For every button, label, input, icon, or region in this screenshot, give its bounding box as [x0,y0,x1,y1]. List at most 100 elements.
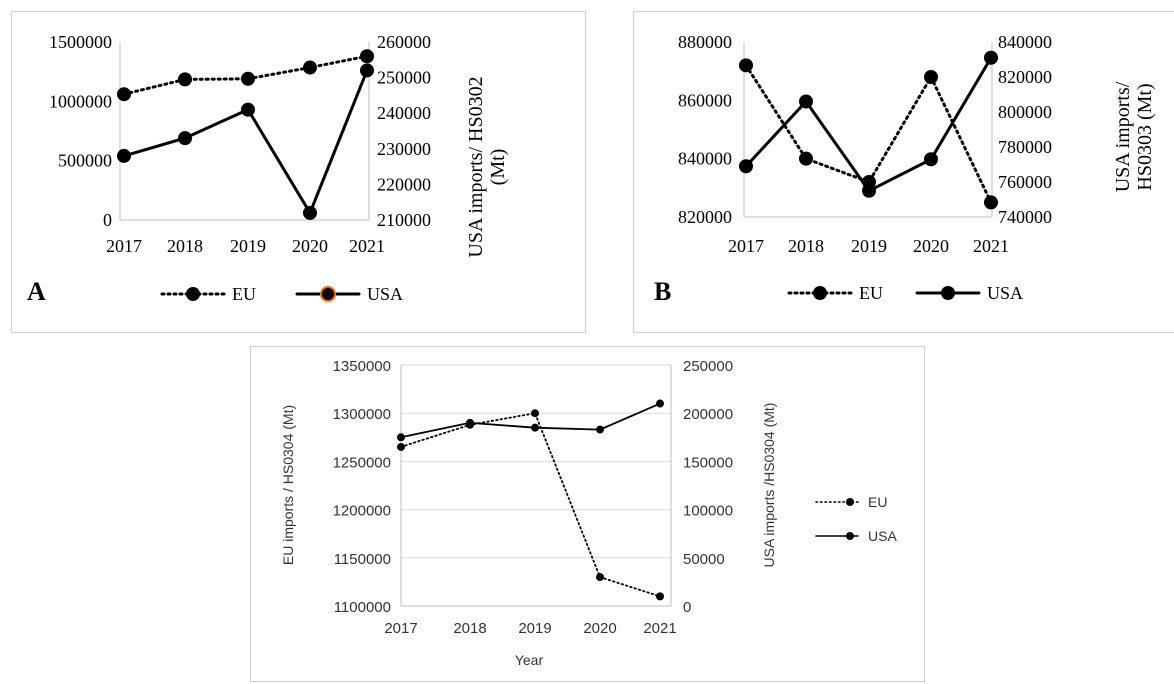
right-tick-label: 820000 [998,67,1052,87]
left-tick-label: 1150000 [334,551,391,568]
series-line-eu [744,63,993,204]
data-point-usa [656,399,664,408]
right-tick-label: 740000 [998,207,1052,227]
x-tick-label: 2018 [167,236,203,256]
left-tick-label: 860000 [678,90,732,110]
legend-marker-usa [846,532,854,540]
left-tick-label: 1350000 [333,358,391,375]
data-point-usa [862,183,876,198]
legend-marker-usa [941,286,955,300]
x-tick-label: 2017 [106,236,142,256]
x-tick-label: 2020 [913,236,949,256]
chart-b-svg: 820000 840000 860000 880000 740000 760000 7800… [654,32,1156,306]
x-tick-label: 2021 [643,620,676,637]
panel-letter: B [654,277,671,306]
left-tick-label: 1200000 [333,503,391,520]
legend-marker-eu [186,287,200,301]
legend-label-eu: EU [859,283,883,303]
data-point-eu [924,70,938,84]
legend-label-usa: USA [367,284,403,304]
right-tick-label: 250000 [377,68,431,88]
data-point-usa [397,433,405,442]
right-tick-label: 50000 [683,551,725,568]
left-tick-label: 840000 [678,149,732,169]
right-tick-label: 840000 [998,32,1052,52]
data-point-eu [799,151,813,166]
left-tick-label: 1300000 [333,406,391,423]
x-tick-label: 2021 [973,236,1009,256]
right-tick-label: 800000 [998,102,1052,122]
right-tick-label: 100000 [683,503,733,520]
legend-label-eu: EU [232,284,256,304]
legend-marker-eu [813,286,827,300]
data-point-usa [924,152,938,167]
data-point-eu [303,60,317,75]
x-tick-label: 2017 [728,236,764,256]
x-tick-label: 2019 [230,236,266,256]
data-point-usa [531,423,539,432]
right-tick-label: 250000 [683,358,733,375]
x-tick-label: 2018 [453,620,486,637]
x-tick-label: 2019 [851,236,887,256]
legend-label-usa: USA [987,283,1023,303]
data-point-eu [360,49,374,64]
right-tick-label: 200000 [683,406,733,423]
right-tick-label: 760000 [998,172,1052,192]
data-point-usa [360,63,374,78]
data-point-usa [466,418,474,427]
data-point-eu [117,87,131,102]
chart-panel-a: 0 500000 1000000 1500000 210000 220000 230000 2… [11,11,586,333]
left-tick-label: 820000 [678,207,732,227]
right-tick-label: 0 [683,599,691,616]
left-tick-label: 1000000 [49,91,112,111]
right-tick-label: 780000 [998,137,1052,157]
data-point-eu [739,58,753,73]
right-tick-label: 150000 [683,454,733,471]
legend-label-usa: USA [868,528,897,544]
chart-c-svg: 1100000 1150000 1200000 1250000 1300000 13500… [280,358,897,668]
legend-marker-usa [320,286,336,302]
right-tick-label: 210000 [377,210,431,230]
left-tick-label: 500000 [58,151,112,171]
x-tick-label: 2017 [384,620,417,637]
data-point-usa [241,102,255,117]
right-tick-label: 240000 [377,103,431,123]
right-axis-title-line: (Mt) [487,149,509,186]
data-point-eu [596,573,604,582]
left-axis-title: EU imports / HS0304 (Mt) [280,405,296,565]
right-axis-title: USA imports /HS0304 (Mt) [761,403,777,568]
data-point-usa [117,148,131,163]
data-point-eu [984,195,998,210]
left-tick-label: 1500000 [49,32,112,52]
data-point-usa [178,131,192,146]
data-point-usa [799,94,813,109]
right-axis-title: USA imports/HS0303 (Mt) [1112,81,1156,192]
data-point-eu [241,71,255,86]
x-tick-label: 2021 [349,236,385,256]
right-tick-label: 230000 [377,139,431,159]
left-tick-label: 1250000 [333,454,391,471]
right-tick-label: 260000 [377,32,431,52]
data-point-eu [178,72,192,87]
x-tick-label: 2020 [292,236,328,256]
data-point-eu [531,409,539,418]
chart-a-svg: 0 500000 1000000 1500000 210000 220000 230000 2… [27,32,509,306]
chart-panel-b: 820000 840000 860000 880000 740000 760000 7800… [633,11,1174,333]
series-line-usa [400,402,661,439]
right-axis-title-line: USA imports/ HS0302 [465,76,487,257]
x-tick-label: 2019 [518,620,551,637]
data-point-usa [303,205,317,220]
data-point-usa [596,425,604,434]
data-point-eu [397,442,405,451]
legend-marker-eu [846,498,854,506]
data-point-eu [656,592,664,601]
x-tick-label: 2020 [583,620,616,637]
series-line-eu [400,412,661,598]
left-tick-label: 880000 [678,32,732,52]
left-tick-label: 1100000 [334,599,391,616]
x-axis-title: Year [515,652,544,668]
data-point-usa [984,50,998,65]
data-point-usa [739,159,753,174]
right-axis-title: USA imports/ HS0302(Mt) [465,76,509,257]
right-tick-label: 220000 [377,174,431,194]
